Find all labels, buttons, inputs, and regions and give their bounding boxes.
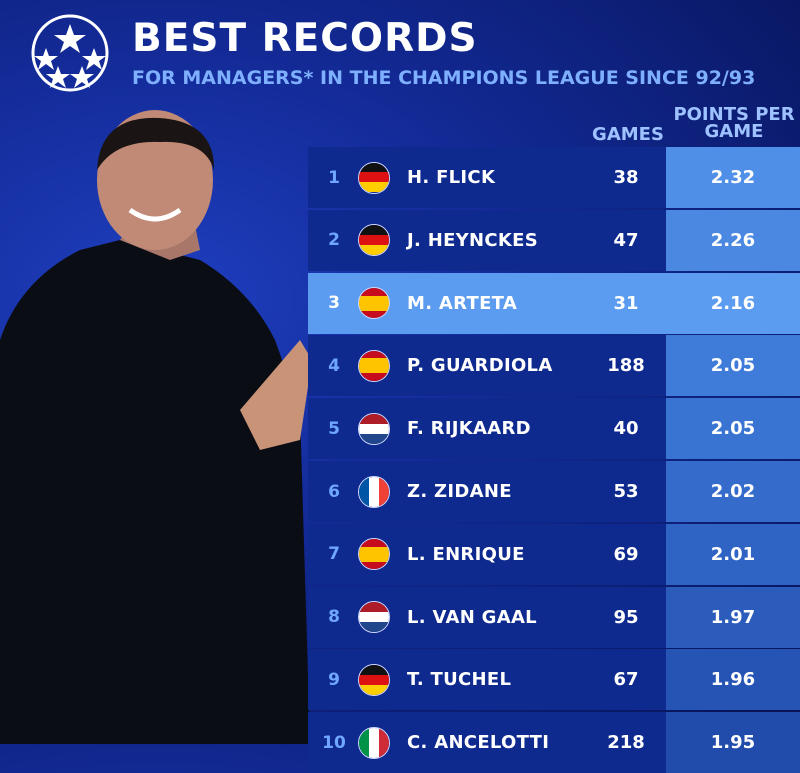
ppg-value: 2.26 [710,229,756,251]
ppg-value: 1.95 [710,732,756,754]
ppg-value: 2.16 [710,292,756,314]
games-value: 38 [613,167,639,188]
flag-germany-icon [358,161,390,194]
ppg-cell [666,272,800,334]
starball-logo [31,14,109,92]
manager-name: H. FLICK [407,167,496,188]
table-row: 2 J. HEYNCKES 47 2.26 [308,209,800,271]
table-row: 10 C. ANCELOTTI 218 1.95 [308,712,800,773]
rank: 8 [328,607,340,628]
manager-name: L. ENRIQUE [407,543,525,565]
flag-netherlands-icon [358,412,390,445]
games-value: 188 [607,355,645,377]
table-row: 9 T. TUCHEL 67 1.96 [308,649,800,711]
manager-name: Z. ZIDANE [407,481,512,502]
flag-france-icon [358,475,390,508]
rank: 2 [328,230,340,251]
rank: 9 [328,669,340,690]
games-value: 218 [607,732,645,754]
manager-name: M. ARTETA [407,292,518,314]
ppg-value: 2.05 [710,355,756,377]
flag-italy-icon [358,726,390,759]
flag-germany-icon [358,224,390,257]
table-row: 8 L. VAN GAAL 95 1.97 [308,586,800,648]
manager-name: L. VAN GAAL [407,606,537,628]
page-title: BEST RECORDS [132,16,478,61]
games-value: 40 [613,418,639,440]
ppg-value: 2.01 [710,543,756,565]
flag-netherlands-icon [358,601,390,634]
ppg-cell [666,461,800,522]
rank: 7 [328,544,340,565]
rank: 1 [328,167,340,188]
ppg-cell [666,649,800,711]
table-row: 5 F. RIJKAARD 40 2.05 [308,398,800,460]
flag-spain-icon [358,538,390,571]
ppg-cell [666,398,800,460]
games-value: 67 [613,669,639,691]
table-row: 1 H. FLICK 38 2.32 [308,147,800,208]
ppg-value: 2.02 [710,481,756,502]
ppg-cell [666,147,800,208]
games-value: 47 [613,229,639,251]
ppg-value: 2.32 [710,167,756,188]
manager-photo [0,110,312,744]
games-value: 53 [613,481,639,502]
ppg-cell [666,523,800,585]
manager-name: P. GUARDIOLA [407,355,553,377]
manager-name: C. ANCELOTTI [407,732,550,754]
manager-name: T. TUCHEL [407,669,512,691]
flag-spain-icon [358,349,390,382]
flag-spain-icon [358,287,390,320]
games-value: 31 [613,292,639,314]
rank: 4 [328,355,340,376]
table-row: 3 M. ARTETA 31 2.16 [308,272,800,334]
rank: 5 [328,418,340,439]
games-column-header: GAMES [592,124,664,145]
ppg-cell [666,335,800,397]
rank: 6 [328,481,340,502]
page-subtitle: FOR MANAGERS* IN THE CHAMPIONS LEAGUE SI… [132,67,756,89]
table-row: 4 P. GUARDIOLA 188 2.05 [308,335,800,397]
ppg-value: 1.96 [710,669,756,691]
ppg-column-header: POINTS PER GAME [673,104,795,142]
games-value: 95 [613,606,639,628]
rank: 10 [322,732,346,753]
flag-germany-icon [358,663,390,696]
games-value: 69 [613,543,639,565]
rank: 3 [328,293,340,314]
ppg-value: 2.05 [710,418,756,440]
table-row: 7 L. ENRIQUE 69 2.01 [308,523,800,585]
manager-name: J. HEYNCKES [407,229,538,251]
table-row: 6 Z. ZIDANE 53 2.02 [308,461,800,522]
ppg-value: 1.97 [710,606,756,628]
ppg-cell [666,586,800,648]
manager-name: F. RIJKAARD [407,418,531,440]
ppg-cell [666,209,800,271]
